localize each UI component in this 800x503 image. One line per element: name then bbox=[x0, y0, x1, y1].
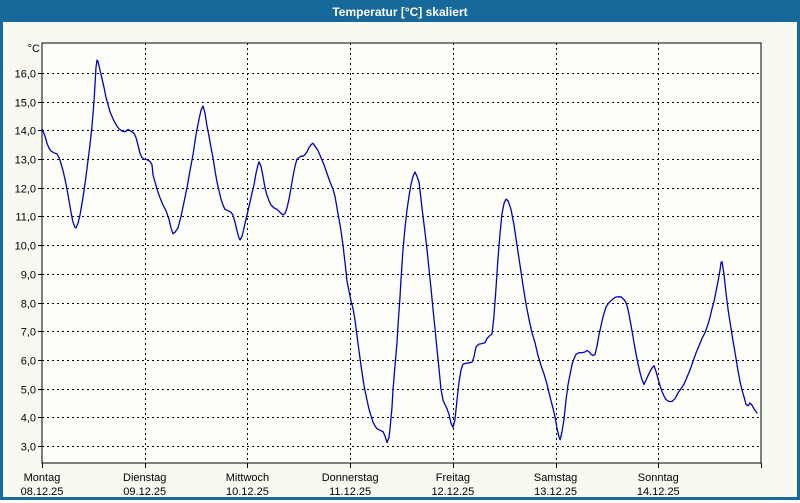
day-date-label: 14.12.25 bbox=[637, 486, 680, 498]
window-title: Temperatur [°C] skaliert bbox=[332, 5, 468, 19]
day-name-label: Mittwoch bbox=[226, 472, 269, 484]
temperature-curve bbox=[41, 59, 758, 444]
title-bar: Temperatur [°C] skaliert bbox=[3, 3, 797, 22]
y-tick-label: 15,0 bbox=[15, 98, 36, 110]
y-tick-label: 11,0 bbox=[15, 212, 36, 224]
grid bbox=[38, 43, 762, 468]
day-date-label: 10.12.25 bbox=[226, 486, 269, 498]
y-tick-label: 13,0 bbox=[15, 155, 36, 167]
y-tick-label: 3,0 bbox=[21, 442, 36, 454]
y-tick-label: 9,0 bbox=[21, 270, 36, 282]
day-date-label: 09.12.25 bbox=[123, 486, 166, 498]
axis-labels: 16,0 15,0 14,0 13,0 12,0 11,0 10,0 9,0 8,0 7,0 6,0… bbox=[15, 43, 680, 498]
y-tick-label: 7,0 bbox=[21, 327, 36, 339]
day-date-label: 13.12.25 bbox=[534, 486, 577, 498]
y-tick-label: 6,0 bbox=[21, 356, 36, 368]
y-tick-label: 8,0 bbox=[21, 299, 36, 311]
temperature-chart: 16,0 15,0 14,0 13,0 12,0 11,0 10,0 9,0 8,0 7,0 6,0… bbox=[15, 42, 762, 498]
day-date-label: 08.12.25 bbox=[21, 486, 64, 498]
day-name-label: Freitag bbox=[436, 472, 470, 484]
day-name-label: Donnerstag bbox=[322, 472, 379, 484]
day-name-label: Samstag bbox=[534, 472, 577, 484]
day-name-label: Sonntag bbox=[638, 472, 679, 484]
y-axis-unit-label: °C bbox=[28, 43, 40, 55]
y-tick-label: 16,0 bbox=[15, 69, 36, 81]
y-tick-label: 14,0 bbox=[15, 126, 36, 138]
y-tick-label: 12,0 bbox=[15, 184, 36, 196]
plot-area bbox=[41, 42, 762, 464]
y-tick-label: 5,0 bbox=[21, 385, 36, 397]
day-date-label: 12.12.25 bbox=[431, 486, 474, 498]
day-name-label: Montag bbox=[24, 472, 61, 484]
day-name-label: Dienstag bbox=[123, 472, 166, 484]
y-tick-label: 10,0 bbox=[15, 241, 36, 253]
day-date-label: 11.12.25 bbox=[329, 486, 371, 498]
y-tick-label: 4,0 bbox=[21, 413, 36, 425]
